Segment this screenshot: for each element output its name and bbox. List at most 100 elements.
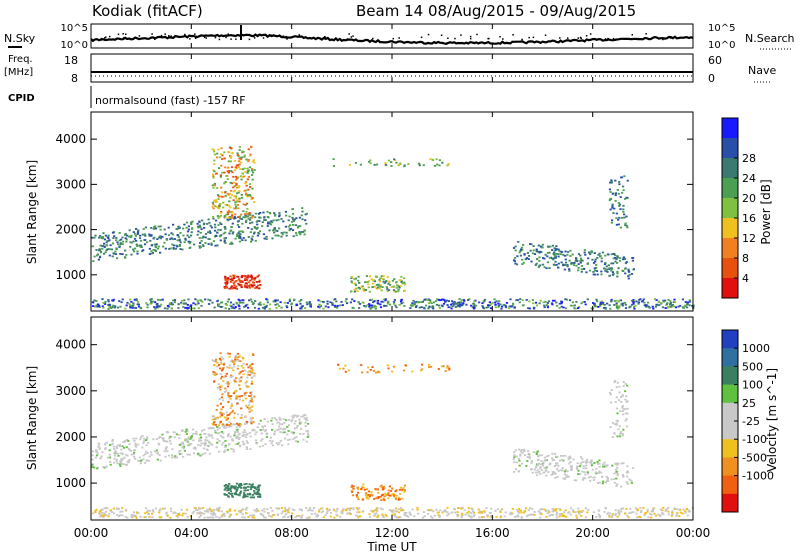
range-cell xyxy=(632,302,635,305)
range-cell xyxy=(389,284,392,286)
range-cell xyxy=(255,442,258,445)
range-cell xyxy=(247,386,250,388)
range-cell xyxy=(227,434,230,437)
range-cell xyxy=(575,514,578,517)
range-cell xyxy=(630,479,633,482)
range-cell xyxy=(234,306,237,308)
range-cell xyxy=(332,165,336,167)
range-cell xyxy=(130,253,133,256)
range-cell xyxy=(405,512,408,514)
range-cell xyxy=(110,248,113,251)
range-cell xyxy=(226,193,229,195)
range-cell xyxy=(271,417,274,419)
range-cell xyxy=(473,511,476,514)
range-cell xyxy=(674,301,677,303)
nsearch-point xyxy=(502,38,504,40)
nsearch-point xyxy=(189,38,191,40)
range-cell xyxy=(98,304,101,307)
range-cell xyxy=(242,237,245,239)
range-cell xyxy=(123,456,126,459)
range-cell xyxy=(140,459,143,462)
range-cell xyxy=(615,419,618,422)
range-cell xyxy=(164,448,168,451)
range-cell xyxy=(235,490,238,492)
range-cell xyxy=(472,307,475,310)
range-cell xyxy=(286,302,289,304)
range-cell xyxy=(198,225,201,228)
range-cell xyxy=(219,153,223,156)
range-cell xyxy=(193,307,196,310)
range-cell xyxy=(611,516,614,518)
range-cell xyxy=(616,256,619,259)
range-cell xyxy=(228,355,231,358)
range-cell xyxy=(164,440,167,443)
range-cell xyxy=(250,228,253,231)
range-cell xyxy=(229,181,232,184)
range-cell xyxy=(336,508,339,511)
range-cell xyxy=(165,512,168,515)
range-cell xyxy=(137,301,140,303)
range-cell xyxy=(413,515,416,518)
range-cell xyxy=(385,305,388,307)
range-cell xyxy=(216,507,219,510)
range-cell xyxy=(236,443,240,445)
colorbar-swatch xyxy=(722,118,738,139)
range-cell xyxy=(598,462,601,465)
colorbar-swatch xyxy=(722,457,738,477)
range-cell xyxy=(237,282,240,285)
range-cell xyxy=(237,176,240,179)
range-cell xyxy=(593,462,596,464)
range-cell xyxy=(283,422,286,424)
range-cell xyxy=(543,257,546,260)
range-cell xyxy=(632,268,635,271)
range-cell xyxy=(611,271,614,273)
range-cell xyxy=(214,205,217,207)
range-cell xyxy=(650,513,653,516)
range-cell xyxy=(146,303,149,306)
range-cell xyxy=(114,253,117,255)
range-cell xyxy=(293,422,296,425)
range-cell xyxy=(590,464,593,467)
range-cell xyxy=(146,436,149,439)
range-cell xyxy=(678,515,681,517)
range-cell xyxy=(589,253,592,256)
colorbar-tick-label: 24 xyxy=(742,172,756,185)
range-cell xyxy=(683,304,687,307)
range-cell xyxy=(243,516,246,519)
range-cell xyxy=(539,250,542,253)
range-cell xyxy=(303,233,306,236)
range-cell xyxy=(204,298,207,301)
range-cell xyxy=(106,236,109,239)
range-cell xyxy=(564,250,567,253)
range-cell xyxy=(565,307,568,310)
range-cell xyxy=(94,305,97,308)
range-cell xyxy=(357,286,360,289)
range-cell xyxy=(409,513,412,516)
range-cell xyxy=(292,235,295,238)
range-cell xyxy=(105,514,108,516)
range-cell xyxy=(221,424,224,427)
range-cell xyxy=(104,300,107,303)
range-cell xyxy=(217,386,220,389)
range-cell xyxy=(380,289,383,292)
range-cell xyxy=(669,301,672,304)
range-cell xyxy=(559,455,563,457)
range-cell xyxy=(158,236,161,239)
range-cell xyxy=(619,410,622,413)
range-cell xyxy=(519,450,522,453)
range-cell xyxy=(614,256,617,259)
range-cell xyxy=(614,194,617,196)
range-cell xyxy=(365,275,368,277)
range-cell xyxy=(225,372,228,375)
range-cell xyxy=(238,200,241,203)
range-cell xyxy=(248,431,251,434)
range-cell xyxy=(249,417,252,420)
range-cell xyxy=(235,396,238,399)
range-cell xyxy=(662,300,665,303)
range-cell xyxy=(577,269,580,272)
range-cell xyxy=(379,495,382,498)
range-cell xyxy=(252,496,255,499)
range-cell xyxy=(94,234,97,237)
range-cell xyxy=(227,166,230,169)
range-cell xyxy=(231,307,234,309)
